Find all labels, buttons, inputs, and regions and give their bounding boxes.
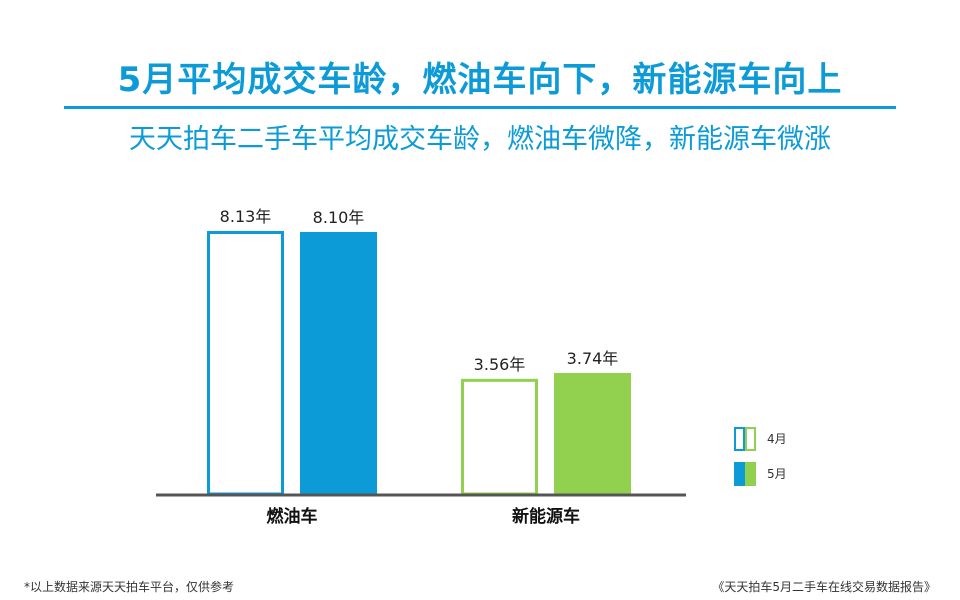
category-label: 新能源车 [512,506,580,527]
legend-swatch-blue [734,462,745,486]
data-label: 8.13年 [220,207,272,226]
bar-1-1 [554,373,631,494]
chart-title: 5月平均成交车龄，燃油车向下，新能源车向上 [117,60,843,100]
footnote: *以上数据来源天天拍车平台，仅供参考 [24,580,235,594]
legend-swatch-green [745,462,756,486]
data-label: 3.74年 [567,349,619,368]
title-divider [64,106,896,109]
chart-subtitle: 天天拍车二手车平均成交车龄，燃油车微降，新能源车微涨 [129,124,831,155]
legend-swatch-green [745,427,756,451]
bar-1-0 [461,378,538,496]
legend-swatch-blue [734,427,745,451]
bar-0-1 [300,231,377,495]
category-label: 燃油车 [267,506,318,527]
bar-0-0 [207,231,284,496]
data-label: 8.10年 [313,208,365,227]
source-note: 《天天拍车5月二手车在线交易数据报告》 [712,580,936,594]
legend-label: 5月 [767,467,787,481]
data-label: 3.56年 [474,355,526,374]
legend-label: 4月 [767,432,787,446]
